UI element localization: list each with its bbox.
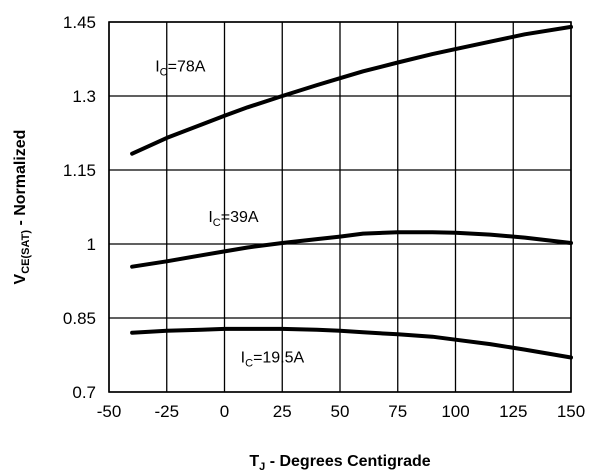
x-tick-label: 125 [499, 402, 527, 421]
series-line [130, 230, 573, 269]
y-tick-labels: 0.7 0.85 1 1.15 1.3 1.45 [63, 13, 96, 402]
y-tick-label: 1.3 [72, 87, 96, 106]
series-label: IC=39A [208, 209, 259, 229]
y-axis-title: VCE(SAT) - Normalized [12, 130, 32, 285]
y-tick-label: 1 [87, 235, 96, 254]
x-tick-labels: -50 -25 0 25 50 75 100 125 150 [97, 402, 585, 421]
series-lines [130, 24, 573, 360]
x-tick-label: 50 [331, 402, 350, 421]
series-label: IC=78A [155, 58, 206, 78]
plot-frame [108, 21, 572, 393]
y-tick-label: 1.15 [63, 161, 96, 180]
x-tick-label: -50 [97, 402, 122, 421]
series-labels: IC=78A IC=39A IC=19.5A [155, 58, 304, 369]
x-tick-label: 150 [557, 402, 585, 421]
y-tick-label: 0.85 [63, 309, 96, 328]
x-tick-label: 75 [388, 402, 407, 421]
x-tick-label: -25 [154, 402, 179, 421]
grid [108, 21, 572, 393]
x-axis-title: TJ - Degrees Centigrade [249, 453, 430, 473]
series-line [130, 326, 573, 360]
x-tick-label: 100 [441, 402, 469, 421]
series-label: IC=19.5A [241, 349, 305, 369]
y-tick-label: 0.7 [72, 383, 96, 402]
x-tick-label: 25 [273, 402, 292, 421]
x-tick-label: 0 [220, 402, 229, 421]
series-line [130, 24, 573, 156]
y-tick-label: 1.45 [63, 13, 96, 32]
